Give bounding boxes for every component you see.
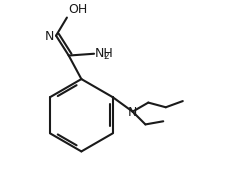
Text: NH: NH (95, 47, 114, 60)
Text: 2: 2 (103, 52, 109, 61)
Text: N: N (45, 30, 54, 43)
Text: N: N (128, 106, 137, 119)
Text: OH: OH (68, 3, 87, 16)
